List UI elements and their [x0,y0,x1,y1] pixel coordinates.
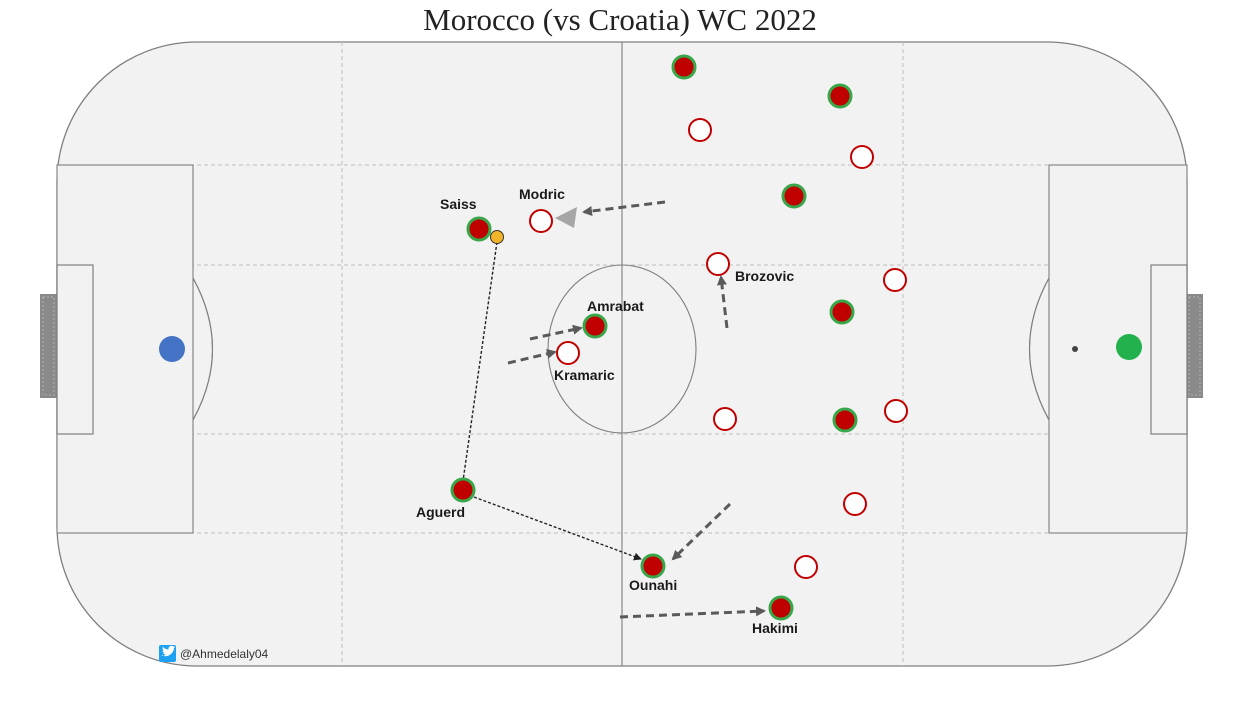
left-marker-dot [159,336,185,362]
movement-arrow [507,348,557,365]
player-labels: Saiss Amrabat Aguerd Ounahi Hakimi Modric Broz… [416,186,798,636]
morocco-player-token [640,553,666,579]
morocco-player-label: Ounahi [629,577,677,593]
pass-lines [462,241,642,561]
morocco-player-token [829,299,855,325]
movement-arrow [671,502,732,561]
box-inner-lines [56,264,1188,435]
morocco-player-token [827,83,853,109]
morocco-player-token [671,54,697,80]
croatia-player-token [706,252,730,276]
morocco-player-token [450,477,476,503]
diagram-title: Morocco (vs Croatia) WC 2022 [423,2,817,37]
croatia-player-token [883,268,907,292]
croatia-player-label: Modric [519,186,565,202]
croatia-player-token [794,555,818,579]
morocco-player-token [781,183,807,209]
morocco-player-token [466,216,492,242]
croatia-player-token [688,118,712,142]
right-marker-dot [1116,334,1142,360]
croatia-player-token [850,145,874,169]
credit: @Ahmedelaly04 [159,645,269,662]
morocco-player-token [582,313,608,339]
croatia-player-token [556,341,580,365]
movement-arrow [716,275,729,329]
movement-arrow [619,606,766,619]
morocco-player-label: Aguerd [416,504,465,520]
movement-arrows [507,200,766,619]
croatia-player-label: Kramaric [554,367,615,383]
movement-arrow [582,200,666,216]
right-penalty-spot [1072,346,1078,352]
ball [490,230,504,244]
croatia-player-token [529,209,553,233]
morocco-player-label: Hakimi [752,620,798,636]
zone-grid [57,42,1187,666]
morocco-player-label: Saiss [440,196,477,212]
croatia-player-label: Brozovic [735,268,794,284]
croatia-player-token [884,399,908,423]
credit-handle: @Ahmedelaly04 [180,647,269,661]
movement-arrow [529,324,583,341]
croatia-players [529,118,908,579]
pass-line [462,241,498,482]
morocco-players [450,54,858,621]
left-goal [40,294,57,398]
twitter-bird-glyph [162,645,176,657]
croatia-player-token [713,407,737,431]
morocco-player-label: Amrabat [587,298,644,314]
croatia-player-token [843,492,867,516]
left-goal-net [42,296,55,396]
morocco-player-token [768,595,794,621]
morocco-player-token [832,407,858,433]
pressing-triangle [555,207,577,228]
right-goal [1186,294,1203,398]
right-goal-net [1188,296,1201,396]
